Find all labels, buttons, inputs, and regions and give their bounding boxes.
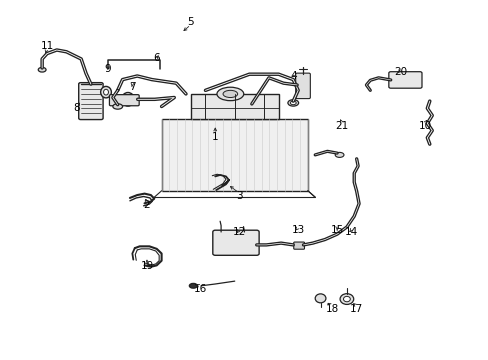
Text: 11: 11 — [41, 41, 54, 50]
Text: 5: 5 — [187, 17, 194, 27]
Ellipse shape — [103, 89, 108, 95]
Text: 7: 7 — [129, 82, 135, 92]
Text: 9: 9 — [104, 64, 111, 74]
FancyBboxPatch shape — [79, 83, 103, 120]
Text: 3: 3 — [236, 191, 243, 201]
Ellipse shape — [334, 152, 343, 157]
Ellipse shape — [189, 283, 197, 288]
Text: 4: 4 — [289, 71, 296, 81]
Ellipse shape — [287, 100, 298, 106]
Text: 14: 14 — [345, 227, 358, 237]
FancyBboxPatch shape — [388, 72, 421, 88]
Text: 10: 10 — [418, 121, 430, 131]
Ellipse shape — [315, 294, 325, 303]
Text: 2: 2 — [143, 200, 150, 210]
Text: 1: 1 — [211, 132, 218, 142]
Text: 21: 21 — [335, 121, 348, 131]
Ellipse shape — [125, 96, 131, 103]
Ellipse shape — [38, 67, 46, 72]
FancyBboxPatch shape — [293, 242, 304, 249]
Polygon shape — [161, 119, 307, 191]
Text: 13: 13 — [291, 225, 304, 235]
Text: 19: 19 — [140, 261, 153, 271]
Polygon shape — [190, 94, 278, 119]
Text: 18: 18 — [325, 304, 338, 314]
Text: 12: 12 — [232, 227, 246, 237]
Ellipse shape — [113, 104, 122, 109]
Ellipse shape — [217, 87, 244, 101]
Text: 6: 6 — [153, 53, 160, 63]
Ellipse shape — [290, 101, 296, 105]
Ellipse shape — [101, 86, 111, 98]
Ellipse shape — [223, 90, 237, 98]
Ellipse shape — [122, 93, 134, 106]
FancyBboxPatch shape — [295, 73, 310, 99]
FancyBboxPatch shape — [212, 230, 259, 255]
Text: 16: 16 — [194, 284, 207, 294]
Text: 15: 15 — [330, 225, 343, 235]
Ellipse shape — [339, 294, 353, 305]
Text: 20: 20 — [393, 67, 407, 77]
Text: 17: 17 — [349, 304, 363, 314]
Text: 8: 8 — [73, 103, 80, 113]
FancyBboxPatch shape — [109, 95, 139, 106]
Ellipse shape — [343, 296, 349, 302]
